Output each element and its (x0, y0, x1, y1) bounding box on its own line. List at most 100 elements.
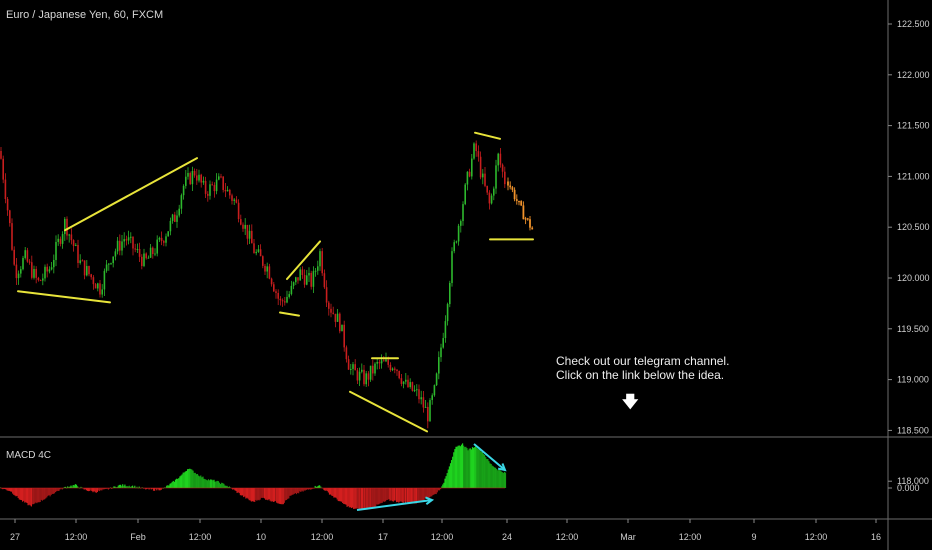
candle (147, 257, 150, 259)
macd-bar (99, 488, 101, 492)
macd-bar (304, 488, 306, 491)
macd-bar (446, 473, 448, 488)
macd-bar (345, 488, 347, 505)
macd-bar (479, 449, 481, 488)
candle (110, 263, 112, 265)
candle (479, 156, 482, 178)
macd-bar (419, 488, 421, 502)
macd-bar (18, 488, 20, 500)
candle (169, 220, 172, 232)
macd-bar (168, 485, 170, 488)
macd-bar (392, 488, 394, 502)
y-tick-label: 120.000 (897, 273, 930, 283)
candle (20, 269, 22, 274)
candle (211, 184, 213, 186)
macd-bar (381, 488, 383, 503)
macd-bar (41, 488, 43, 501)
macd-bar (152, 488, 155, 491)
macd-bar (73, 485, 75, 488)
macd-bar (414, 488, 416, 504)
macd-bar (180, 475, 182, 488)
macd-bar (233, 488, 235, 490)
macd-bar (238, 488, 240, 494)
macd-bar (371, 488, 373, 508)
macd-bar (403, 488, 405, 502)
projection-candle (529, 219, 531, 228)
macd-bar (415, 488, 417, 504)
candle (141, 256, 143, 266)
macd-bar (242, 488, 244, 496)
candle (198, 174, 200, 181)
macd-bar (473, 447, 475, 488)
candle (345, 347, 348, 360)
macd-bar (314, 485, 316, 488)
macd-pane (0, 443, 507, 511)
wedge-1-top (64, 157, 198, 232)
macd-bar (413, 488, 415, 504)
macd-bar (117, 485, 119, 488)
x-tick-label: 17 (378, 532, 388, 542)
macd-bar (70, 485, 72, 488)
macd-bar (185, 470, 188, 488)
chart-title: Euro / Japanese Yen, 60, FXCM (6, 9, 164, 21)
macd-bar (102, 488, 104, 490)
macd-bar (344, 488, 346, 505)
candle (103, 270, 106, 290)
macd-bar (295, 488, 298, 495)
candle (105, 264, 108, 271)
macd-bar (302, 488, 304, 492)
macd-bar (30, 488, 32, 507)
macd-bar (203, 478, 205, 488)
candle (213, 184, 216, 192)
candle (97, 283, 99, 289)
macd-bar (108, 488, 111, 489)
macd-bar (280, 488, 282, 505)
bullish-divergence-arrow (356, 499, 433, 511)
candle (341, 324, 343, 332)
y-tick-label: 118.500 (897, 425, 929, 435)
projection-candle (522, 205, 525, 220)
candle (497, 153, 499, 166)
candle (422, 397, 425, 408)
projection-candle (526, 218, 529, 220)
macd-bar (114, 486, 116, 488)
candle (255, 251, 257, 254)
candle (22, 257, 24, 270)
candle (207, 193, 209, 196)
macd-bar (342, 488, 344, 504)
macd-bar (224, 485, 226, 488)
candle (70, 234, 73, 241)
macd-bar (278, 488, 280, 504)
macd-bar (217, 481, 219, 488)
candle (235, 199, 238, 203)
candle (444, 321, 447, 339)
indicator-title: MACD 4C (6, 450, 52, 461)
macd-bar (360, 488, 362, 511)
macd-bar (244, 488, 246, 497)
macd-bar (12, 488, 14, 494)
candle (165, 236, 167, 243)
macd-bar (22, 488, 24, 502)
x-tick-label: 12:00 (431, 532, 454, 542)
x-tick-label: 12:00 (311, 532, 334, 542)
macd-bar (172, 480, 174, 488)
macd-bar (48, 488, 50, 496)
macd-bar (198, 475, 200, 488)
macd-bar (326, 488, 328, 492)
macd-bar (416, 488, 419, 502)
macd-bar (376, 488, 378, 505)
candle (306, 275, 308, 285)
candle (237, 202, 240, 220)
candle (196, 175, 198, 181)
candle (9, 210, 11, 224)
macd-bar (53, 488, 56, 494)
macd-bar (126, 486, 128, 488)
macd-bar (418, 488, 420, 502)
candle (424, 406, 427, 408)
candle (281, 300, 284, 302)
y-tick-label: 118.000 (897, 476, 929, 486)
macd-bar (451, 460, 453, 488)
macd-bar (347, 488, 349, 507)
macd-bar (436, 488, 438, 493)
macd-bar (7, 488, 9, 491)
